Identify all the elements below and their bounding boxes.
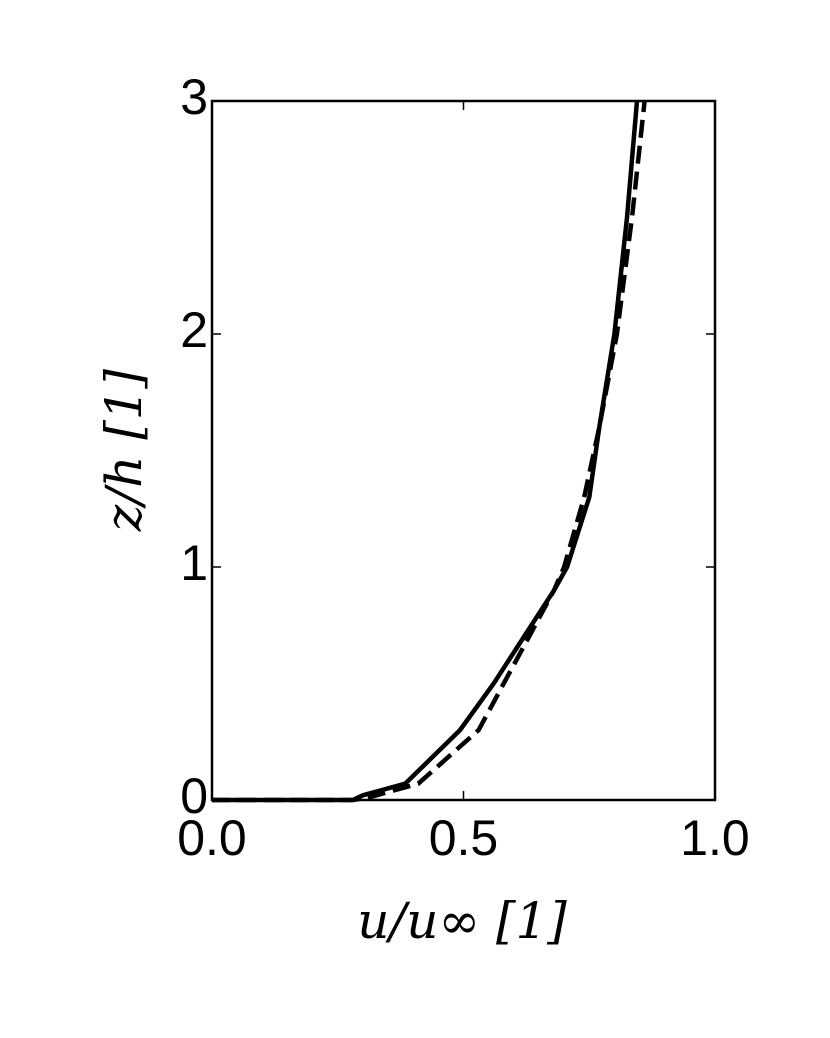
y-tick-label: 3: [180, 69, 208, 125]
x-axis-label: u/u∞ [1]: [357, 892, 567, 950]
plot-frame: [210, 99, 717, 802]
y-tick-label: 2: [180, 302, 208, 358]
x-tick-label: 0.5: [429, 810, 499, 866]
x-tick-label: 0.0: [177, 810, 247, 866]
line: [212, 100, 647, 803]
line: [212, 100, 640, 803]
y-tick-label: 1: [180, 535, 208, 591]
x-tick-label: 1.0: [680, 810, 750, 866]
y-axis-label: z/h [1]: [95, 368, 153, 532]
y-tick-label: 0: [180, 768, 208, 824]
